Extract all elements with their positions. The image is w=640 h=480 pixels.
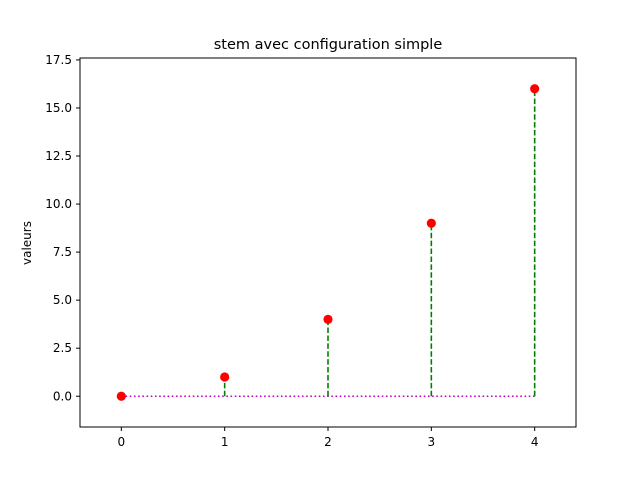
y-tick-label: 17.5 — [45, 53, 72, 67]
x-tick-label: 1 — [221, 435, 229, 449]
y-tick-label: 5.0 — [53, 293, 72, 307]
y-axis-label: valeurs — [20, 221, 34, 265]
stem-marker — [426, 218, 436, 228]
stem-marker — [323, 314, 333, 324]
y-tick-label: 15.0 — [45, 101, 72, 115]
y-tick-label: 7.5 — [53, 245, 72, 259]
stem-marker — [116, 391, 126, 401]
stem-marker — [220, 372, 230, 382]
x-tick-label: 3 — [428, 435, 436, 449]
stem-marker — [530, 84, 540, 94]
y-tick-label: 0.0 — [53, 389, 72, 403]
y-tick-label: 12.5 — [45, 149, 72, 163]
plot-area: 0 1 2 3 4 0.0 2.5 5.0 7.5 10.0 12.5 15.0 17.5 — [45, 53, 577, 449]
chart-title: stem avec configuration simple — [214, 37, 443, 53]
y-tick-label: 2.5 — [53, 341, 72, 355]
x-tick-label: 0 — [118, 435, 126, 449]
y-tick-label: 10.0 — [45, 197, 72, 211]
x-tick-label: 2 — [324, 435, 332, 449]
x-tick-label: 4 — [531, 435, 539, 449]
